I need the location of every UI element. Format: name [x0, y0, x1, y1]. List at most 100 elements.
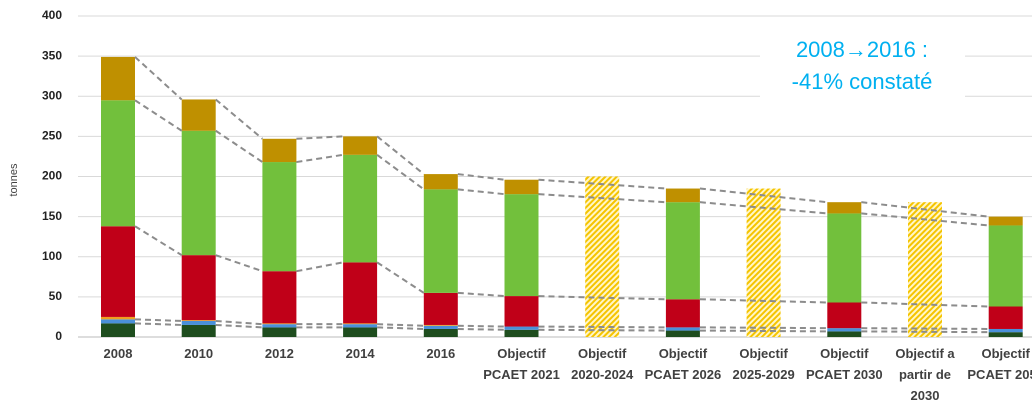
x-tick-label: Objectif a partir de 2030 [895, 346, 955, 403]
annotation: -41% constaté [792, 69, 933, 94]
objective-bar [585, 176, 620, 337]
bar-segment [262, 271, 297, 324]
annotation-bg [760, 32, 965, 102]
bar-segment [827, 328, 862, 332]
bar-segment [665, 330, 700, 337]
bar-segment [101, 319, 135, 324]
bar-segment [988, 225, 1023, 307]
trend-line [376, 154, 425, 191]
bar-segment [423, 324, 458, 326]
trend-line [296, 153, 344, 164]
trend-line [699, 201, 828, 215]
trend-line [861, 301, 989, 308]
trend-line [296, 261, 344, 273]
y-tick-label: 350 [42, 48, 62, 62]
y-tick-label: 50 [49, 289, 63, 303]
bar-segment [181, 324, 216, 337]
x-tick-label: Objectif 2020-2024 [571, 346, 634, 382]
trend-line [134, 322, 182, 326]
bar-segment [988, 328, 1023, 333]
trend-line [215, 323, 263, 329]
y-tick-label: 400 [42, 8, 62, 22]
bar-segment [343, 327, 378, 337]
trend-line [699, 329, 828, 333]
trend-line [457, 173, 505, 181]
trend-line [538, 295, 666, 301]
trend-line [538, 193, 666, 204]
bar-segment [988, 216, 1023, 226]
bar-segment [181, 320, 216, 321]
bar-segment [827, 302, 862, 329]
bar-segment [504, 296, 539, 327]
objective-bar [908, 202, 942, 337]
x-tick-label: 2012 [264, 346, 294, 361]
x-tick-label: Objectif PCAET 2050 [967, 346, 1032, 382]
objective-bar [746, 188, 781, 337]
bar-segment [423, 292, 458, 325]
annotation: 2008→2016 : [796, 37, 928, 62]
bar-segment [504, 194, 539, 297]
trend-line [699, 298, 828, 304]
bar-segment [665, 202, 700, 300]
trend-line [538, 178, 666, 190]
x-tick-label: 2010 [184, 346, 214, 361]
bar-segment [262, 323, 297, 325]
y-tick-label: 200 [42, 169, 62, 183]
bar-segment [343, 136, 378, 155]
trend-line [861, 201, 989, 218]
trend-line [457, 324, 505, 328]
trend-line [457, 327, 505, 331]
bar-segment [827, 213, 862, 303]
trend-line [861, 212, 989, 227]
trend-line [861, 330, 989, 334]
trend-line [861, 327, 989, 330]
bar-segment [181, 130, 216, 256]
y-tick-label: 100 [42, 249, 62, 263]
bar-segment [423, 189, 458, 293]
bar-segment [262, 138, 297, 163]
bar-segment [827, 202, 862, 214]
bar-segment [262, 324, 297, 328]
trend-line [457, 188, 505, 196]
bar-segment [262, 327, 297, 337]
trend-line [457, 291, 505, 298]
bar-segment [988, 332, 1023, 337]
trend-line [538, 325, 666, 329]
trend-line [215, 129, 263, 163]
bar-segment [181, 99, 216, 131]
bar-segment [665, 299, 700, 328]
bar-segment [343, 154, 378, 263]
bar-segment [101, 316, 135, 320]
bar-segment [101, 56, 135, 101]
bar-segment [504, 326, 539, 330]
bar-segment [827, 331, 862, 337]
bar-segment [262, 162, 297, 272]
bar-segment [101, 226, 135, 317]
x-tick-label: Objectif PCAET 2021 [483, 346, 560, 382]
x-tick-label: 2008 [103, 346, 133, 361]
y-tick-label: 250 [42, 129, 62, 143]
bar-segment [101, 100, 135, 227]
bar-segment [665, 188, 700, 203]
bar-segment [423, 174, 458, 190]
bar-segment [343, 323, 378, 325]
bar-segment [988, 306, 1023, 329]
y-axis-title: tonnes [8, 163, 20, 197]
y-tick-label: 150 [42, 209, 62, 223]
bar-segment [343, 324, 378, 328]
bar-segment [423, 325, 458, 329]
x-tick-label: Objectif PCAET 2030 [806, 346, 883, 382]
bar-segment [504, 329, 539, 337]
trend-line [538, 328, 666, 332]
trend-line [215, 98, 264, 140]
bar-segment [181, 320, 216, 325]
trend-line [215, 254, 263, 273]
trend-line [215, 319, 263, 326]
x-tick-label: 2014 [345, 346, 375, 361]
trend-line [134, 56, 183, 101]
trend-line [377, 326, 424, 330]
trend-line [376, 135, 425, 175]
bar-segment [504, 179, 539, 195]
trend-line [134, 225, 183, 256]
